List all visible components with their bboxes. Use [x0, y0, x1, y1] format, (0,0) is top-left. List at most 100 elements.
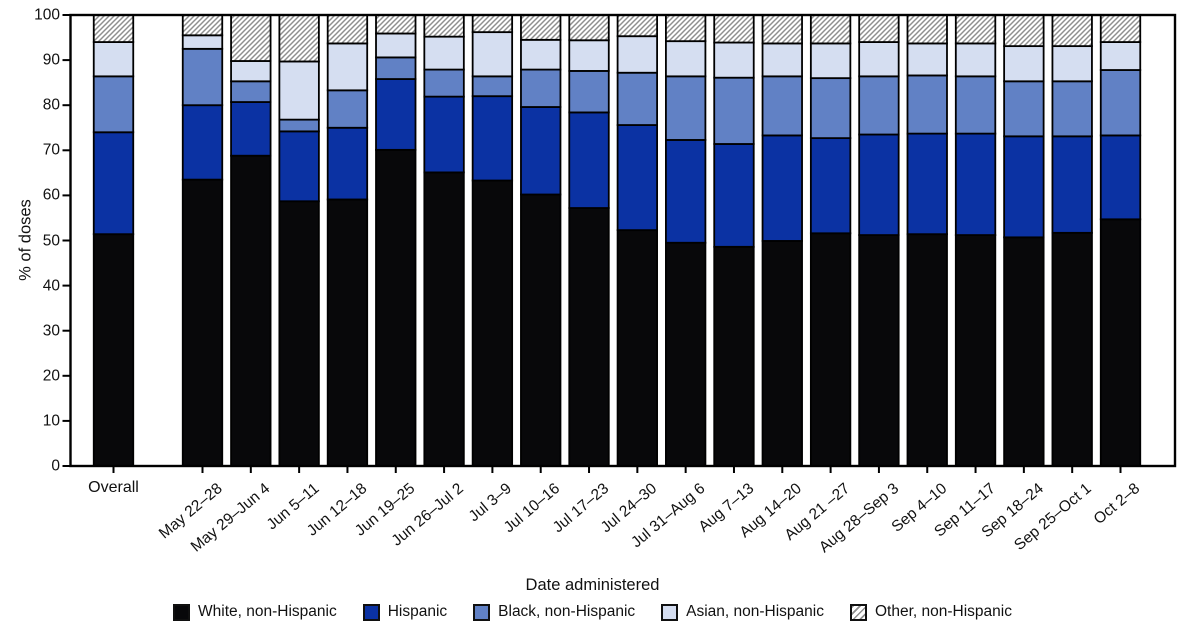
- legend-swatch-black-non-hispanic: [473, 603, 491, 621]
- bar-segment-black-non-hispanic: [326, 89, 369, 129]
- bar-segment-hispanic: [471, 95, 514, 182]
- bar-segment-other-non-hispanic: [326, 14, 369, 45]
- y-tick-label: 100: [34, 6, 60, 24]
- legend-swatch-white-non-hispanic: [173, 603, 190, 621]
- bar-segment-asian-non-hispanic: [1099, 41, 1142, 71]
- bar-segment-hispanic: [954, 132, 997, 236]
- bar-segment-black-non-hispanic: [665, 75, 707, 141]
- legend-label: Black, non-Hispanic: [498, 603, 636, 620]
- bar-segment-other-non-hispanic: [954, 14, 997, 45]
- bar-segment-white-non-hispanic: [809, 232, 852, 467]
- y-tick-label: 20: [42, 367, 60, 385]
- bar-segment-other-non-hispanic: [1003, 14, 1045, 48]
- bar-segment-black-non-hispanic: [858, 75, 900, 136]
- bar-segment-white-non-hispanic: [1051, 231, 1093, 467]
- y-tick-label: 70: [42, 141, 60, 159]
- bar-segment-asian-non-hispanic: [954, 42, 997, 78]
- bar-segment-white-non-hispanic: [906, 233, 948, 467]
- bar-segment-hispanic: [1099, 134, 1142, 221]
- bar-segment-white-non-hispanic: [616, 229, 658, 467]
- bar-segment-white-non-hispanic: [1099, 218, 1142, 467]
- bar-segment-black-non-hispanic: [616, 71, 658, 126]
- bar-segment-black-non-hispanic: [423, 68, 465, 98]
- bar-segment-asian-non-hispanic: [761, 42, 803, 78]
- bar-segment-white-non-hispanic: [181, 178, 224, 467]
- bar-segment-asian-non-hispanic: [858, 41, 900, 78]
- bar-segment-hispanic: [92, 131, 135, 236]
- legend-item-asian-non-hispanic: Asian, non-Hispanic: [661, 603, 824, 621]
- y-tick-label: 30: [42, 321, 60, 339]
- y-tick-label: 50: [42, 231, 60, 249]
- bar-segment-other-non-hispanic: [230, 14, 272, 62]
- bar-segment-white-non-hispanic: [326, 198, 369, 467]
- bar-segment-black-non-hispanic: [906, 74, 948, 135]
- bar-segment-other-non-hispanic: [520, 14, 562, 41]
- bar-segment-asian-non-hispanic: [230, 60, 272, 83]
- bar-segment-black-non-hispanic: [761, 75, 803, 137]
- bar-segment-white-non-hispanic: [858, 234, 900, 467]
- bar-segment-black-non-hispanic: [92, 75, 135, 134]
- bar-segment-hispanic: [278, 130, 320, 203]
- bar-segment-hispanic: [423, 95, 465, 174]
- bar-segment-hispanic: [1003, 135, 1045, 239]
- bar-segment-asian-non-hispanic: [568, 39, 610, 72]
- bar-segment-white-non-hispanic: [713, 245, 755, 467]
- bar-segment-white-non-hispanic: [471, 179, 514, 467]
- bar-segment-other-non-hispanic: [181, 14, 224, 37]
- bar-segment-hispanic: [326, 126, 369, 201]
- bar-segment-other-non-hispanic: [761, 14, 803, 45]
- bar-segment-black-non-hispanic: [1003, 80, 1045, 138]
- bar-segment-hispanic: [181, 104, 224, 181]
- bar-segment-white-non-hispanic: [665, 241, 707, 467]
- bar-segment-other-non-hispanic: [423, 14, 465, 38]
- y-tick-label: 0: [51, 457, 60, 475]
- bar-segment-asian-non-hispanic: [1003, 45, 1045, 83]
- bar-segment-white-non-hispanic: [954, 234, 997, 467]
- y-tick-label: 60: [42, 186, 60, 204]
- bar-segment-asian-non-hispanic: [423, 35, 465, 71]
- bar-segment-white-non-hispanic: [568, 207, 610, 467]
- bar-segment-asian-non-hispanic: [713, 41, 755, 79]
- y-tick-label: 90: [42, 51, 60, 69]
- bar-segment-hispanic: [520, 106, 562, 196]
- bar-segment-hispanic: [568, 111, 610, 209]
- bar-segment-other-non-hispanic: [665, 14, 707, 43]
- bar-segment-hispanic: [665, 139, 707, 244]
- legend-item-other-non-hispanic: Other, non-Hispanic: [850, 603, 1012, 621]
- bar-segment-other-non-hispanic: [858, 14, 900, 43]
- bar-segment-other-non-hispanic: [1099, 14, 1142, 43]
- bar-segment-other-non-hispanic: [278, 14, 320, 63]
- bar-segment-white-non-hispanic: [230, 154, 272, 467]
- bar-segment-other-non-hispanic: [375, 14, 417, 35]
- bar-segment-black-non-hispanic: [568, 70, 610, 114]
- bar-segment-asian-non-hispanic: [520, 38, 562, 71]
- chart-legend: White, non-Hispanic Hispanic Black, non-Hi…: [0, 603, 1185, 621]
- legend-label: Other, non-Hispanic: [875, 603, 1012, 620]
- legend-label: Hispanic: [387, 603, 448, 620]
- bar-segment-asian-non-hispanic: [1051, 45, 1093, 83]
- bar-segment-black-non-hispanic: [181, 47, 224, 107]
- bar-segment-other-non-hispanic: [568, 14, 610, 42]
- bar-segment-white-non-hispanic: [423, 171, 465, 467]
- legend-item-hispanic: Hispanic: [362, 603, 448, 621]
- bar-segment-black-non-hispanic: [1051, 80, 1093, 138]
- bar-segment-hispanic: [809, 137, 852, 235]
- bar-segment-hispanic: [858, 133, 900, 236]
- bar-segment-black-non-hispanic: [713, 76, 755, 145]
- bar-segment-hispanic: [906, 132, 948, 236]
- bar-segment-black-non-hispanic: [471, 75, 514, 98]
- bar-segment-other-non-hispanic: [616, 14, 658, 38]
- bar-segment-white-non-hispanic: [520, 193, 562, 467]
- legend-swatch-hispanic: [362, 603, 380, 621]
- legend-item-black-non-hispanic: Black, non-Hispanic: [473, 603, 635, 621]
- bar-segment-white-non-hispanic: [761, 240, 803, 467]
- bar-segment-hispanic: [616, 124, 658, 232]
- legend-swatch-asian-non-hispanic: [661, 603, 679, 621]
- bar-segment-asian-non-hispanic: [906, 42, 948, 77]
- bar-segment-asian-non-hispanic: [181, 34, 224, 50]
- y-tick-label: 80: [42, 96, 60, 114]
- bar-segment-asian-non-hispanic: [92, 41, 135, 78]
- bar-segment-hispanic: [1051, 135, 1093, 234]
